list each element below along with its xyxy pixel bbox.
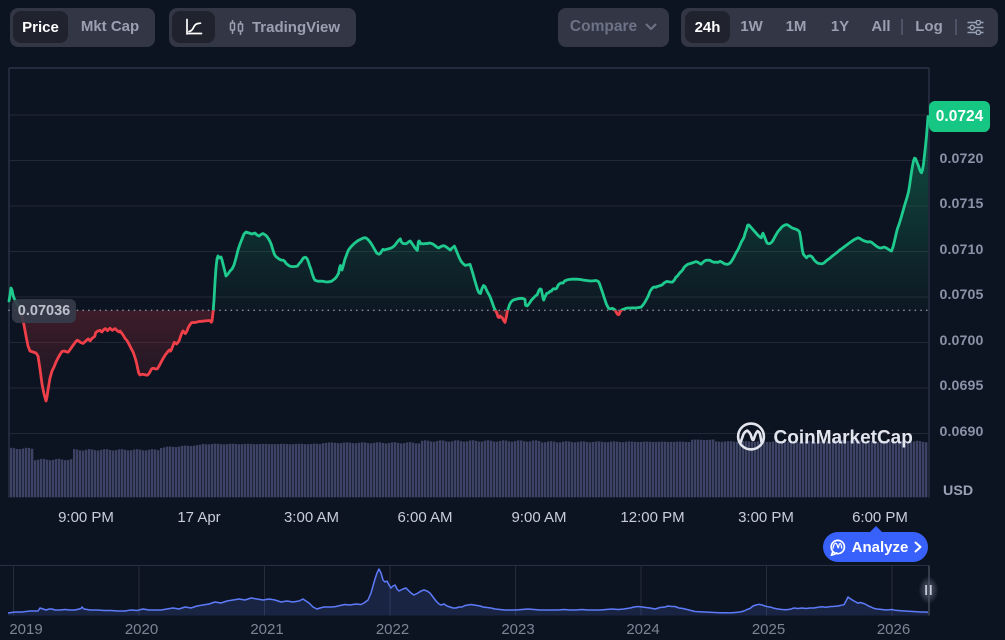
svg-text:CoinMarketCap: CoinMarketCap: [774, 428, 913, 449]
